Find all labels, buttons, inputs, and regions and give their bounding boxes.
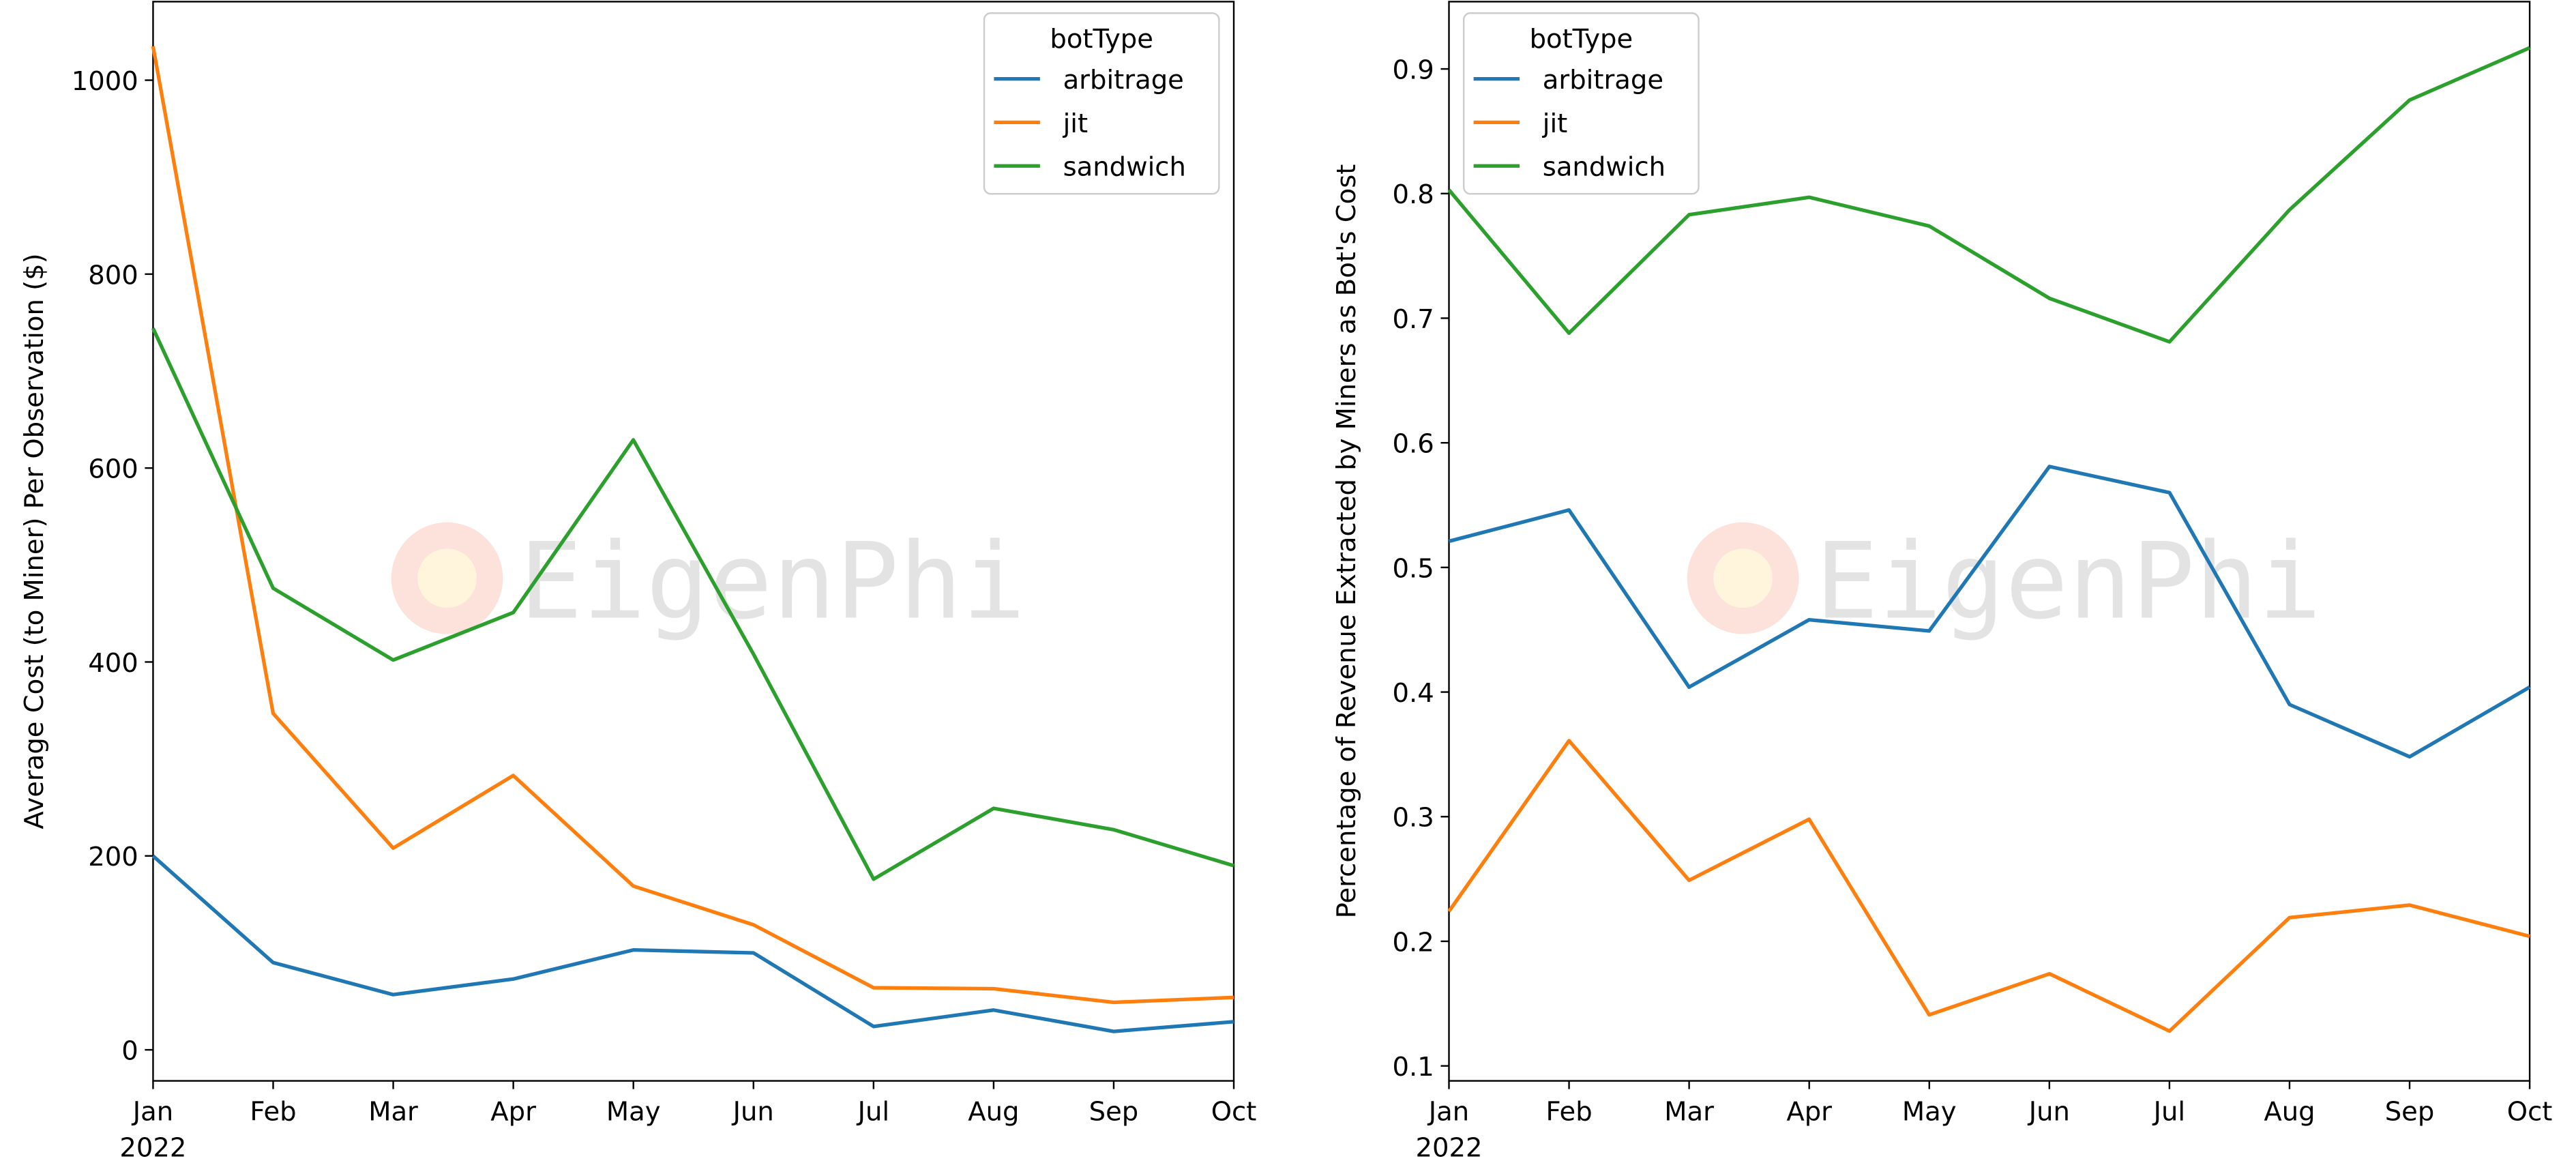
series-line-arbitrage	[151, 854, 1234, 1033]
x-tick-label: Sep	[2385, 1096, 2435, 1127]
x-tick-label: Aug	[968, 1096, 1019, 1127]
eigenphi-logo-watermark: EigenPhi	[391, 520, 1026, 643]
y-tick-label: 600	[88, 454, 138, 485]
y-tick-label: 0.2	[1393, 927, 1434, 958]
chart-2: EigenPhi 0.1 0.2 0.3 0.4 0.5 0.6 0.7 0.8 0.9 Jan Fe…	[1331, 1, 2552, 1163]
logo-inner-circle	[417, 548, 477, 608]
series-line-jit	[151, 46, 1234, 1005]
legend-box	[1462, 12, 1700, 195]
x-tick-label: Oct	[1211, 1096, 1257, 1127]
y-tick-label: 0.5	[1393, 553, 1434, 584]
x-tick-label: Aug	[2264, 1096, 2315, 1127]
y-tick-label: 0.4	[1393, 678, 1434, 709]
y-tick-label: 200	[88, 842, 138, 872]
legend: botType arbitrage jit sandwich	[983, 12, 1220, 195]
watermark-text: EigenPhi	[1816, 520, 2322, 643]
y-axis-label: Percentage of Revenue Extracted by Miner…	[1331, 164, 1362, 919]
legend: botType arbitrage jit sandwich	[1462, 12, 1700, 195]
y-tick-label: 0.6	[1393, 429, 1434, 460]
x-tick-label: Oct	[2507, 1096, 2553, 1127]
y-axis-label: Average Cost (to Miner) Per Observation …	[19, 253, 50, 829]
x-year-label: 2022	[119, 1132, 186, 1163]
x-tick-label: Mar	[368, 1096, 418, 1127]
y-tick-label: 0.8	[1393, 179, 1434, 210]
legend-label: jit	[1063, 108, 1089, 139]
legend-label: sandwich	[1543, 152, 1665, 183]
x-tick-label: Jun	[2028, 1096, 2070, 1127]
x-tick-label: Jul	[2152, 1096, 2185, 1127]
x-tick-label: Jan	[132, 1096, 173, 1127]
x-tick-label: Apr	[490, 1096, 536, 1127]
y-tick-label: 0.3	[1393, 803, 1434, 834]
x-tick-label: Feb	[250, 1096, 296, 1127]
logo-inner-circle	[1713, 548, 1773, 608]
axes-frame	[152, 1, 1235, 1082]
x-tick-label: Apr	[1786, 1096, 1832, 1127]
y-tick-label: 0.7	[1393, 304, 1434, 335]
legend-label: jit	[1542, 108, 1568, 139]
eigenphi-logo-watermark: EigenPhi	[1687, 520, 2322, 643]
series-line-arbitrage	[1448, 465, 2531, 759]
y-tick-label: 0	[121, 1036, 138, 1067]
legend-title: botType	[1050, 24, 1153, 55]
y-tick-label: 1000	[72, 66, 138, 97]
x-year-label: 2022	[1415, 1132, 1482, 1163]
legend-label: sandwich	[1063, 152, 1186, 183]
x-tick-label: Jul	[857, 1096, 889, 1127]
series-line-sandwich	[151, 327, 1234, 881]
series-line-jit	[1447, 739, 2530, 1033]
x-tick-label: Sep	[1089, 1096, 1139, 1127]
y-tick-label: 0.1	[1393, 1052, 1434, 1083]
x-tick-label: Jan	[1427, 1096, 1469, 1127]
x-tick-label: May	[1902, 1096, 1957, 1127]
legend-label: arbitrage	[1063, 65, 1184, 95]
legend-label: arbitrage	[1543, 65, 1663, 95]
y-tick-label: 0.9	[1393, 55, 1434, 86]
chart-1: EigenPhi 0 200 400 600 800 1000 Jan Feb Mar Apr May…	[19, 1, 1256, 1163]
watermark-text: EigenPhi	[519, 520, 1025, 643]
x-tick-label: May	[606, 1096, 661, 1127]
x-tick-label: Jun	[732, 1096, 774, 1127]
y-tick-label: 800	[88, 260, 138, 291]
y-tick-label: 400	[88, 648, 138, 679]
x-tick-label: Mar	[1664, 1096, 1714, 1127]
series-line-sandwich	[1447, 46, 2531, 344]
legend-title: botType	[1530, 24, 1633, 55]
x-tick-label: Feb	[1545, 1096, 1592, 1127]
legend-box	[983, 12, 1220, 195]
